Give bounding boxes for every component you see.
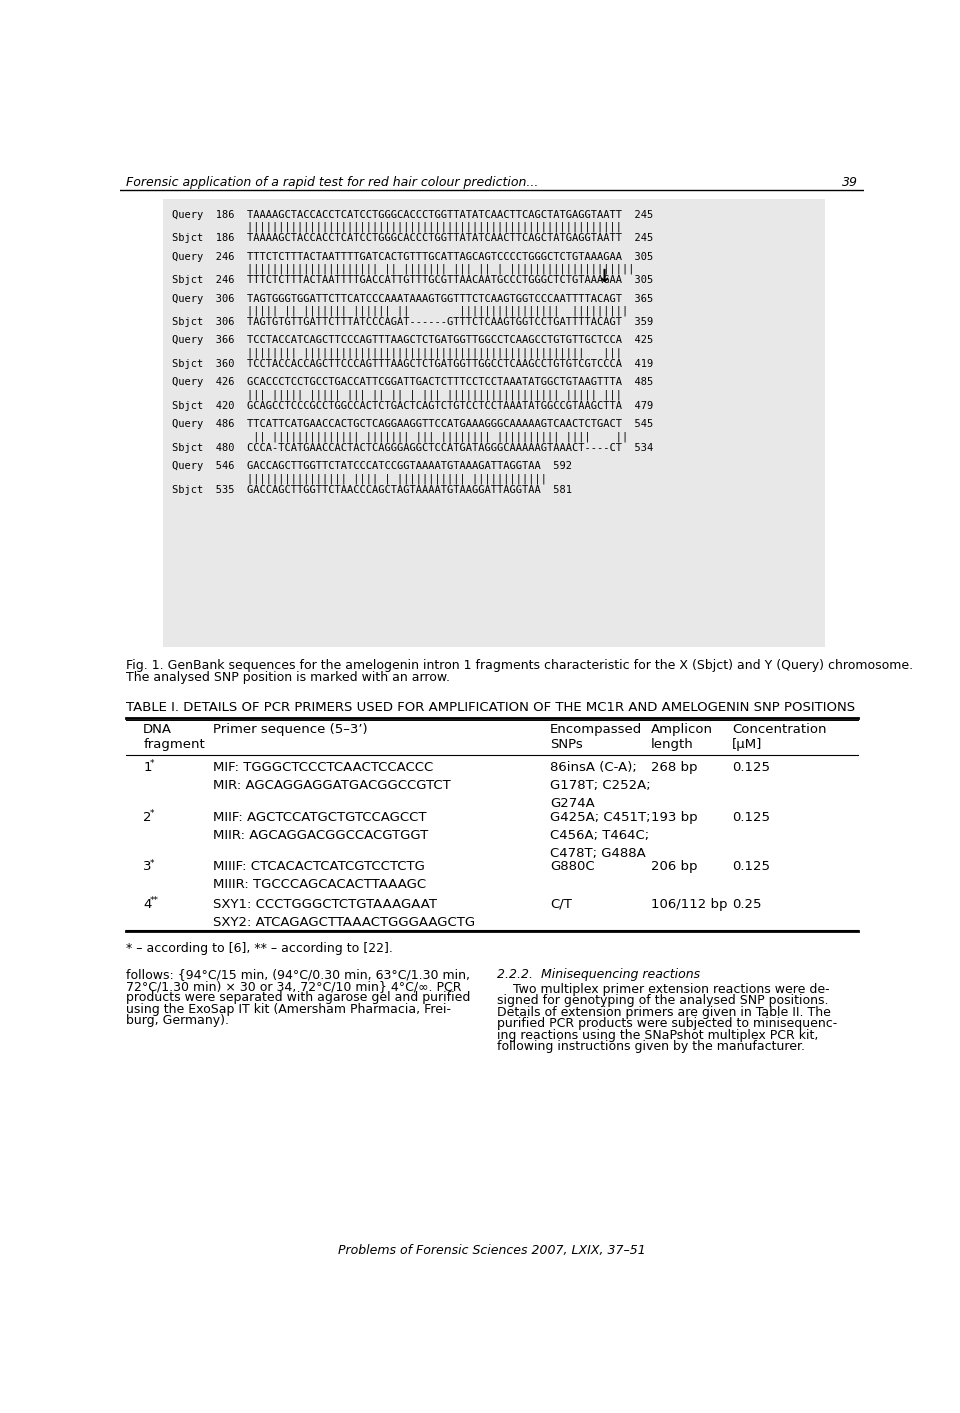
Text: Primer sequence (5–3’): Primer sequence (5–3’) [213, 723, 368, 736]
Text: 0.125: 0.125 [732, 811, 770, 824]
Text: 4: 4 [143, 899, 152, 911]
Text: Query  186  TAAAAGCTACCACCTCATCCTGGGCACCCTGGTTATATCAACTTCAGCTATGAGGTAATT  245: Query 186 TAAAAGCTACCACCTCATCCTGGGCACCCT… [172, 209, 653, 219]
Text: Query  426  GCACCCTCCTGCCTGACCATTCGGATTGACTCTTTCCTCCTAAATATGGCTGTAAGTTTA  485: Query 426 GCACCCTCCTGCCTGACCATTCGGATTGAC… [172, 377, 653, 387]
Text: 268 bp: 268 bp [651, 762, 697, 774]
Text: 0.125: 0.125 [732, 762, 770, 774]
Text: 72°C/1.30 min) × 30 or 34, 72°C/10 min} 4°C/∞. PCR: 72°C/1.30 min) × 30 or 34, 72°C/10 min} … [126, 979, 462, 992]
Text: Concentration
[μM]: Concentration [μM] [732, 723, 827, 752]
Text: 39: 39 [842, 175, 858, 189]
Text: Query  546  GACCAGCTTGGTTCTATCCCATCCGGTAAAATGTAAAGATTAGGTAA  592: Query 546 GACCAGCTTGGTTCTATCCCATCCGGTAAA… [172, 462, 572, 472]
Text: Amplicon
length: Amplicon length [651, 723, 713, 752]
Text: Sbjct  480  CCCA-TCATGAACCACTACTCAGGGAGGCTCCATGATAGGGCAAAAAGTAAACT----CT  534: Sbjct 480 CCCA-TCATGAACCACTACTCAGGGAGGCT… [172, 444, 653, 454]
Text: Encompassed
SNPs: Encompassed SNPs [550, 723, 642, 752]
Text: 106/112 bp: 106/112 bp [651, 899, 728, 911]
Text: Sbjct  186  TAAAAGCTACCACCTCATCCTGGGCACCCTGGTTATATCAACTTCAGCTATGAGGTAATT  245: Sbjct 186 TAAAAGCTACCACCTCATCCTGGGCACCCT… [172, 233, 653, 243]
Text: 0.25: 0.25 [732, 899, 761, 911]
Text: G425A; C451T;
C456A; T464C;
C478T; G488A: G425A; C451T; C456A; T464C; C478T; G488A [550, 811, 651, 859]
Text: 193 bp: 193 bp [651, 811, 698, 824]
Text: using the ExoSap IT kit (Amersham Pharmacia, Frei-: using the ExoSap IT kit (Amersham Pharma… [126, 1003, 451, 1016]
Text: Query  486  TTCATTCATGAACCACTGCTCAGGAAGGTTCCATGAAAGGGCAAAAAGTCAACTCTGACT  545: Query 486 TTCATTCATGAACCACTGCTCAGGAAGGTT… [172, 420, 653, 430]
Text: Sbjct  246  TTTCTCTTTACTAATTTTGACCATTGTTTGCGTTAACAATGCCCTGGGCTCTGTAAAGAA  305: Sbjct 246 TTTCTCTTTACTAATTTTGACCATTGTTTG… [172, 276, 653, 285]
Text: ||||||||||||||||||||| || ||||||| ||| || | ||||||||||||||||||||: ||||||||||||||||||||| || ||||||| ||| || … [172, 263, 635, 274]
Text: Problems of Forensic Sciences 2007, LXIX, 37–51: Problems of Forensic Sciences 2007, LXIX… [338, 1243, 646, 1256]
Text: DNA
fragment: DNA fragment [143, 723, 205, 752]
Text: || |||||||||||||| ||||||| ||| |||||||| |||||||||| ||||    ||: || |||||||||||||| ||||||| ||| |||||||| |… [172, 431, 628, 442]
Text: 2.2.2.  Minisequencing reactions: 2.2.2. Minisequencing reactions [497, 968, 701, 981]
Text: Sbjct  306  TAGTGTGTTGATTCTTTATCCCAGAT------GTTTCTCAAGTGGTCCTGATTTTACAGT  359: Sbjct 306 TAGTGTGTTGATTCTTTATCCCAGAT----… [172, 318, 653, 328]
Text: follows: {94°C/15 min, (94°C/0.30 min, 63°C/1.30 min,: follows: {94°C/15 min, (94°C/0.30 min, 6… [126, 968, 470, 981]
Text: Query  306  TAGTGGGTGGATTCTTCATCCCAAATAAAGTGGTTTCTCAAGTGGTCCCAATTTTACAGT  365: Query 306 TAGTGGGTGGATTCTTCATCCCAAATAAAG… [172, 294, 653, 304]
Text: *: * [150, 759, 154, 769]
Text: Sbjct  420  GCAGCCTCCCGCCTGGCCACTCTGACTCAGTCTGTCCTCCTAAATATGGCCGTAAGCTTA  479: Sbjct 420 GCAGCCTCCCGCCTGGCCACTCTGACTCAG… [172, 401, 653, 411]
Text: G880C: G880C [550, 861, 595, 873]
Text: MIIF: AGCTCCATGCTGTCCAGCCT
MIIR: AGCAGGACGGCCACGTGGT: MIIF: AGCTCCATGCTGTCCAGCCT MIIR: AGCAGGA… [213, 811, 428, 842]
Text: TABLE I. DETAILS OF PCR PRIMERS USED FOR AMPLIFICATION OF THE MC1R AND AMELOGENI: TABLE I. DETAILS OF PCR PRIMERS USED FOR… [126, 701, 855, 714]
Text: 0.125: 0.125 [732, 861, 770, 873]
Text: 206 bp: 206 bp [651, 861, 697, 873]
Text: Details of extension primers are given in Table II. The: Details of extension primers are given i… [497, 1006, 831, 1019]
Text: Two multiplex primer extension reactions were de-: Two multiplex primer extension reactions… [513, 982, 829, 996]
Text: C/T: C/T [550, 899, 572, 911]
Text: Query  246  TTTCTCTTTACTAATTTTGATCACTGTTTGCATTAGCAGTCCCCTGGGCTCTGTAAAGAA  305: Query 246 TTTCTCTTTACTAATTTTGATCACTGTTTG… [172, 252, 653, 261]
Text: ing reactions using the SNaPshot multiplex PCR kit,: ing reactions using the SNaPshot multipl… [497, 1029, 819, 1041]
Text: Fig. 1. GenBank sequences for the amelogenin intron 1 fragments characteristic f: Fig. 1. GenBank sequences for the amelog… [126, 658, 913, 671]
Text: purified PCR products were subjected to minisequenc-: purified PCR products were subjected to … [497, 1017, 838, 1030]
Text: SXY1: CCCTGGGCTCTGTAAAGAAT
SXY2: ATCAGAGCTTAAACTGGGAAGCTG: SXY1: CCCTGGGCTCTGTAAAGAAT SXY2: ATCAGAG… [213, 899, 475, 928]
Text: Query  366  TCCTACCATCAGCTTCCCAGTTTAAGCTCTGATGGTTGGCCTCAAGCCTGTGTTGCTCCA  425: Query 366 TCCTACCATCAGCTTCCCAGTTTAAGCTCT… [172, 335, 653, 346]
Text: 2: 2 [143, 811, 152, 824]
Text: *: * [150, 810, 154, 818]
Text: |||||||| |||||||||||||||||||||||||||||||||||||||||||||   |||: |||||||| |||||||||||||||||||||||||||||||… [172, 348, 622, 357]
Text: ↓: ↓ [596, 268, 612, 285]
Text: |||||||||||||||| |||| | ||||||||||| ||||||||||||: |||||||||||||||| |||| | ||||||||||| ||||… [172, 473, 547, 483]
Text: The analysed SNP position is marked with an arrow.: The analysed SNP position is marked with… [126, 671, 450, 684]
Text: 1: 1 [143, 762, 152, 774]
Text: *: * [150, 859, 154, 868]
Text: products were separated with agarose gel and purified: products were separated with agarose gel… [126, 991, 470, 1005]
Text: ||||| || ||||||| |||||| ||        ||||||||||||||||  |||||||||: ||||| || ||||||| |||||| || |||||||||||||… [172, 305, 628, 317]
Bar [162, 199, 826, 647]
Text: 3: 3 [143, 861, 152, 873]
Text: ||||||||||||||||||||||||||||||||||||||||||||||||||||||||||||: ||||||||||||||||||||||||||||||||||||||||… [172, 222, 622, 232]
Text: MIIIF: CTCACACTCATCGTCCTCTG
MIIIR: TGCCCAGCACACTTAAAGC: MIIIF: CTCACACTCATCGTCCTCTG MIIIR: TGCCC… [213, 861, 426, 892]
Text: 86insA (C-A);
G178T; C252A;
G274A: 86insA (C-A); G178T; C252A; G274A [550, 762, 651, 810]
Text: following instructions given by the manufacturer.: following instructions given by the manu… [497, 1040, 805, 1054]
Text: signed for genotyping of the analysed SNP positions.: signed for genotyping of the analysed SN… [497, 995, 828, 1007]
Text: Sbjct  535  GACCAGCTTGGTTCTAACCCAGCTAGTAAAATGTAAGGATTAGGTAA  581: Sbjct 535 GACCAGCTTGGTTCTAACCCAGCTAGTAAA… [172, 485, 572, 496]
Text: MIF: TGGGCTCCCTCAACTCCACCC
MIR: AGCAGGAGGATGACGGCCGTCT: MIF: TGGGCTCCCTCAACTCCACCC MIR: AGCAGGAG… [213, 762, 451, 791]
Text: ||| ||||| ||||| ||| || || | ||| |||||||||||||||||| ||||| |||: ||| ||||| ||||| ||| || || | ||| ||||||||… [172, 390, 622, 400]
Text: **: ** [150, 896, 158, 906]
Text: * – according to [6], ** – according to [22].: * – according to [6], ** – according to … [126, 942, 393, 955]
Text: Forensic application of a rapid test for red hair colour prediction...: Forensic application of a rapid test for… [126, 175, 539, 189]
Text: Sbjct  360  TCCTACCACCAGCTTCCCAGTTTAAGCTCTGATGGTTGGCCTCAAGCCTGTGTCGTCCCA  419: Sbjct 360 TCCTACCACCAGCTTCCCAGTTTAAGCTCT… [172, 359, 653, 369]
Text: burg, Germany).: burg, Germany). [126, 1015, 229, 1027]
